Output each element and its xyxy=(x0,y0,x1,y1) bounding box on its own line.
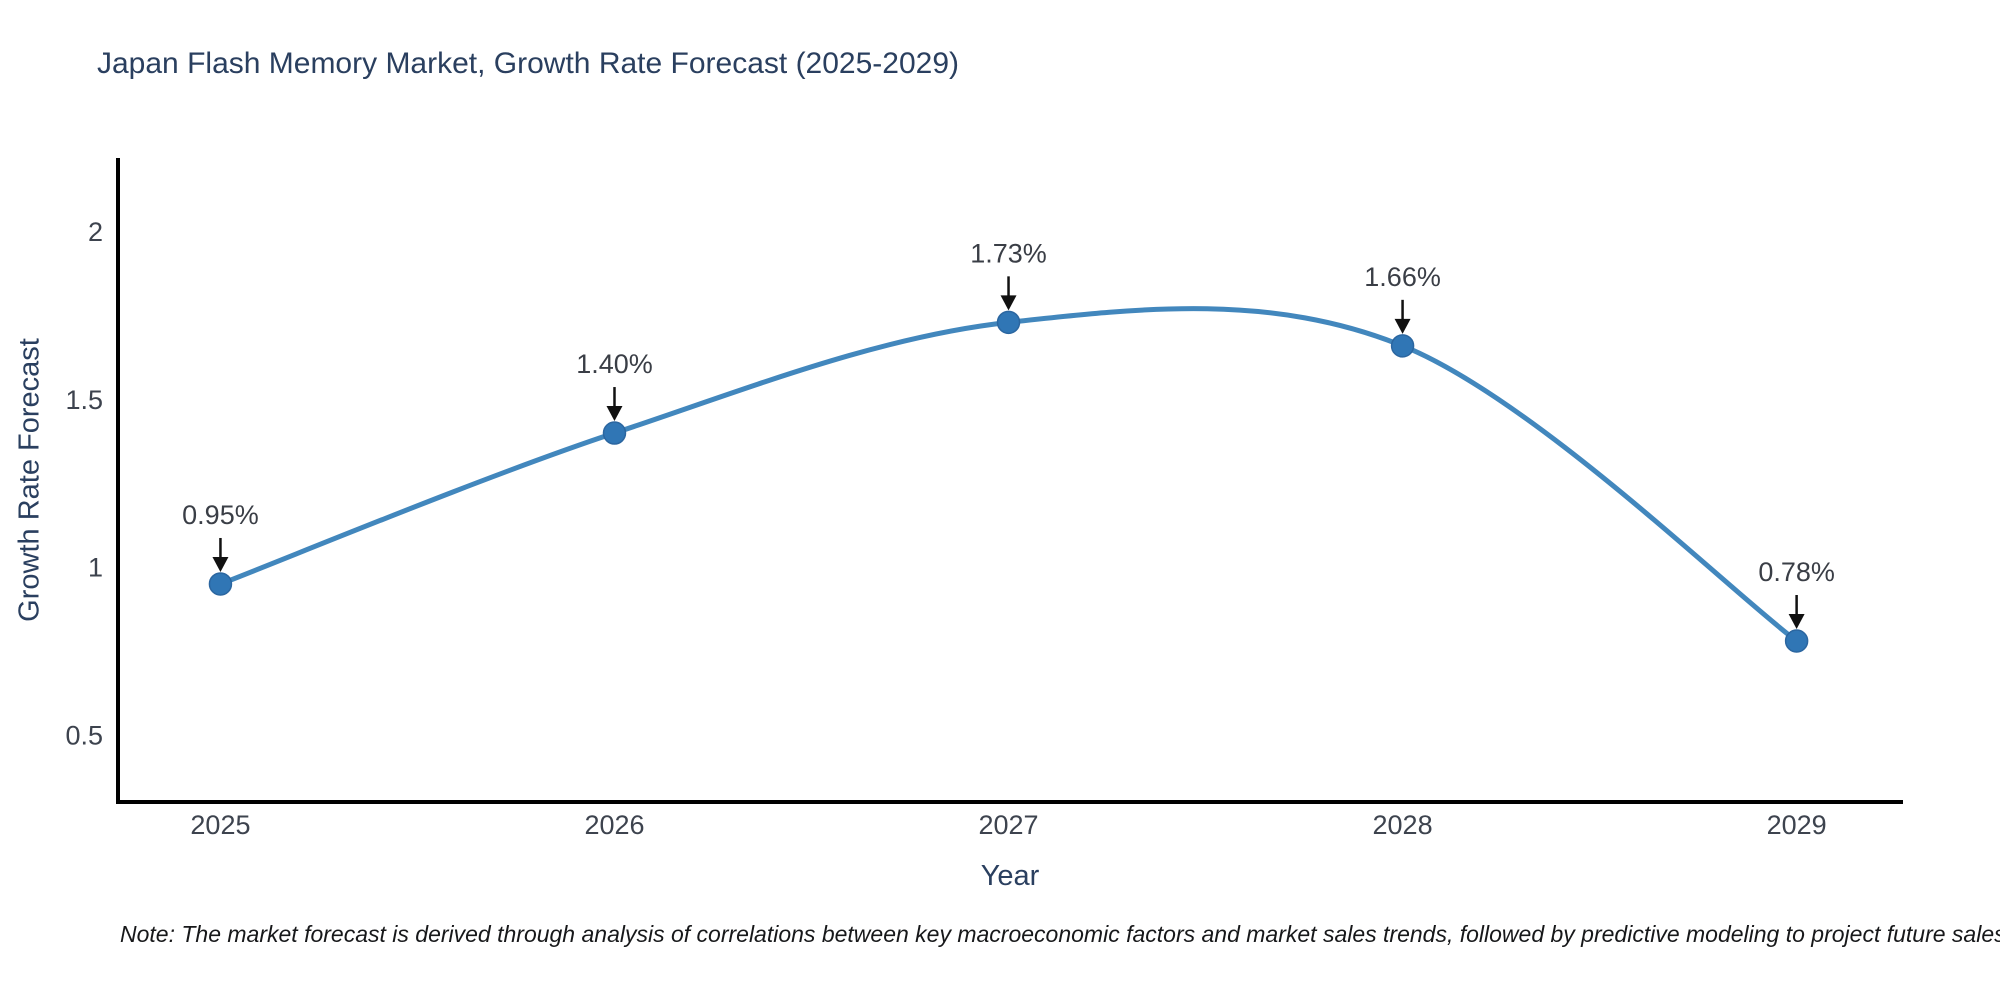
data-point-2029 xyxy=(1784,629,1809,653)
point-value-label: 0.95% xyxy=(182,500,259,530)
x-tick-label: 2025 xyxy=(190,810,250,840)
data-point-2026 xyxy=(602,421,627,445)
annotation-arrow-head xyxy=(212,556,229,572)
y-tick-label: 2 xyxy=(88,217,103,247)
x-tick-label: 2026 xyxy=(584,810,644,840)
x-axis-title: Year xyxy=(980,860,1040,892)
y-tick-label: 0.5 xyxy=(65,720,103,750)
annotation-arrow-head xyxy=(1788,614,1805,629)
chart-title: Japan Flash Memory Market, Growth Rate F… xyxy=(97,47,960,80)
data-point-2025 xyxy=(208,572,233,596)
x-tick-label: 2029 xyxy=(1767,810,1827,840)
data-point-2027 xyxy=(996,310,1021,335)
y-axis-title: Growth Rate Forecast xyxy=(13,338,46,622)
line-series xyxy=(217,306,1800,644)
y-tick-label: 1.5 xyxy=(65,385,103,415)
x-tick-label: 2028 xyxy=(1373,810,1433,840)
footnote: Note: The market forecast is derived thr… xyxy=(120,921,2000,947)
annotation-arrow-head xyxy=(1000,295,1017,311)
point-value-label: 1.40% xyxy=(576,349,653,379)
point-value-label: 0.78% xyxy=(1758,557,1835,587)
y-tick-label: 1 xyxy=(88,553,103,583)
point-value-label: 1.66% xyxy=(1364,262,1441,292)
x-tick-label: 2027 xyxy=(978,810,1038,840)
point-value-label: 1.73% xyxy=(970,238,1047,268)
annotation-arrow-head xyxy=(606,406,623,422)
annotation-arrow-head xyxy=(1394,318,1411,334)
data-point-2028 xyxy=(1390,334,1415,358)
